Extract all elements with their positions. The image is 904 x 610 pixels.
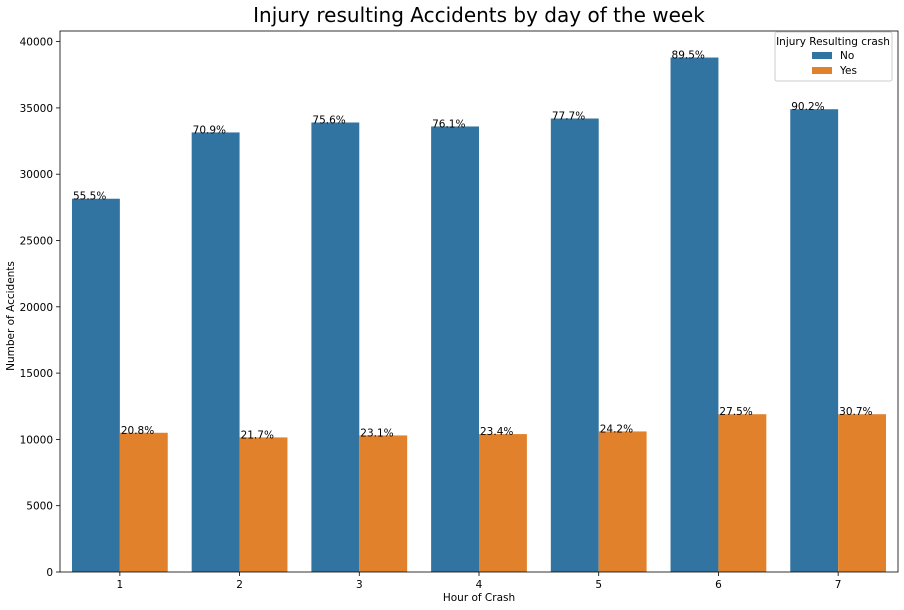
x-axis-label: Hour of Crash	[443, 592, 515, 604]
data-label-yes-5: 24.2%	[600, 423, 633, 435]
y-tick-label: 0	[46, 567, 53, 579]
y-tick-label: 10000	[20, 434, 53, 446]
bars-group	[71, 57, 887, 573]
bar-yes-6	[718, 414, 767, 572]
x-tick-label: 5	[595, 579, 602, 591]
x-tick-label: 3	[356, 579, 363, 591]
plot-frame	[59, 30, 899, 573]
bar-no-4	[431, 126, 479, 573]
chart-title: Injury resulting Accidents by day of the…	[253, 3, 705, 27]
legend-box	[774, 31, 893, 82]
data-label-yes-7: 30.7%	[839, 406, 872, 418]
data-label-no-2: 70.9%	[193, 124, 226, 136]
y-tick-label: 40000	[20, 37, 53, 49]
y-tick-label: 30000	[20, 169, 53, 181]
data-label-yes-6: 27.5%	[719, 406, 752, 418]
bar-no-2	[191, 132, 240, 572]
data-label-no-6: 89.5%	[672, 50, 705, 62]
data-label-yes-2: 21.7%	[241, 429, 274, 441]
bar-no-3	[311, 122, 360, 572]
legend-swatch-no	[812, 52, 832, 59]
bar-no-1	[71, 198, 120, 573]
data-labels-group: 55.5% 70.9% 75.6% 76.1% 77.7% 89.5% 90.2% 20.8%…	[73, 50, 873, 442]
data-label-no-1: 55.5%	[73, 191, 106, 203]
bar-no-7	[790, 109, 839, 572]
legend-label-no: No	[840, 50, 854, 62]
legend-label-yes: Yes	[839, 65, 857, 77]
bar-no-6	[670, 57, 719, 573]
legend-items: No Yes	[812, 50, 857, 77]
data-label-no-3: 75.6%	[312, 114, 345, 126]
bar-yes-3	[359, 435, 408, 572]
y-tick-label: 25000	[20, 236, 53, 248]
data-label-no-5: 77.7%	[552, 111, 585, 123]
x-tick-label: 4	[476, 579, 483, 591]
x-tick-label: 7	[835, 579, 842, 591]
data-label-yes-3: 23.1%	[360, 427, 393, 439]
x-tick-label: 1	[117, 579, 124, 591]
y-tick-label: 5000	[26, 501, 53, 513]
data-label-yes-1: 20.8%	[121, 425, 154, 437]
bar-yes-2	[239, 437, 288, 572]
legend-title: Injury Resulting crash	[776, 36, 890, 48]
y-tick-label: 15000	[20, 368, 53, 380]
y-axis-label: Number of Accidents	[5, 261, 17, 371]
bar-no-5	[550, 118, 599, 572]
data-label-yes-4: 23.4%	[480, 426, 513, 438]
y-axis: 0 5000 10000 15000 20000 25000 30000 35000 40000	[20, 37, 60, 579]
bar-yes-1	[119, 432, 168, 572]
data-label-no-4: 76.1%	[432, 118, 465, 130]
legend-swatch-yes	[812, 67, 832, 74]
legend: Injury Resulting crash No Yes	[774, 31, 893, 82]
y-tick-label: 20000	[20, 302, 53, 314]
data-label-no-7: 90.2%	[791, 101, 824, 113]
bar-yes-4	[479, 434, 527, 572]
bar-yes-7	[838, 414, 887, 572]
x-tick-label: 6	[715, 579, 722, 591]
x-tick-label: 2	[236, 579, 243, 591]
y-tick-label: 35000	[20, 103, 53, 115]
bar-yes-5	[598, 431, 647, 572]
x-axis: 1 2 3 4 5 6 7	[117, 572, 842, 591]
